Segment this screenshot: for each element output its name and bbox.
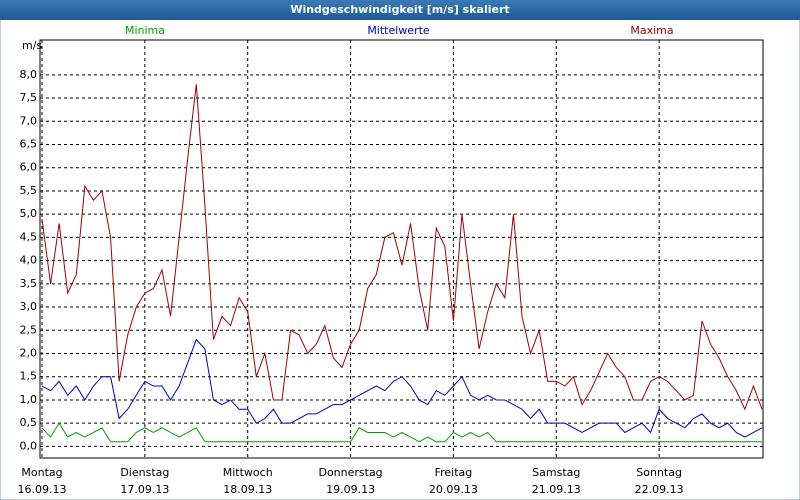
x-tick-label: Sonntag [636,466,682,479]
x-tick-label: Freitag [435,466,473,479]
x-tick-label: Dienstag [120,466,169,479]
legend-entry: Maxima [630,24,673,37]
legend-entry: Minima [125,24,165,37]
chart-title: Windgeschwindigkeit [m/s] skaliert [290,3,509,16]
series-line [41,84,763,411]
y-tick-label: 0,5 [20,416,38,429]
y-tick-label: 4,0 [20,254,38,267]
series-line [41,338,763,438]
x-tick-date: 19.09.13 [326,483,375,496]
y-tick-label: 6,0 [20,161,38,174]
y-tick-label: 7,5 [20,91,38,104]
y-tick-label: 1,0 [20,393,38,406]
y-tick-label: 6,5 [20,138,38,151]
y-tick-label: 2,0 [20,347,38,360]
y-tick-label: 1,5 [20,370,38,383]
x-tick-date: 18.09.13 [223,483,272,496]
x-tick-date: 20.09.13 [429,483,478,496]
x-tick-label: Mittwoch [223,466,273,479]
y-tick-label: 5,5 [20,184,38,197]
series-line [41,422,762,443]
y-tick-label: 0,0 [20,439,38,452]
x-tick-date: 21.09.13 [532,483,581,496]
title-bar [0,0,800,20]
x-tick-date: 22.09.13 [635,483,684,496]
x-tick-date: 16.09.13 [18,483,67,496]
y-tick-label: 8,0 [20,68,38,81]
y-axis-label: m/s [22,39,42,52]
y-tick-label: 4,5 [20,230,38,243]
x-tick-date: 17.09.13 [120,483,169,496]
x-tick-label: Donnerstag [318,466,382,479]
x-tick-label: Montag [21,466,62,479]
x-tick-label: Samstag [532,466,580,479]
y-tick-label: 3,0 [20,300,38,313]
legend-entry: Mittelwerte [367,24,430,37]
y-tick-label: 5,0 [20,207,38,220]
y-tick-label: 3,5 [20,277,38,290]
y-tick-label: 2,5 [20,323,38,336]
y-tick-label: 7,0 [20,114,38,127]
plot-frame [39,39,764,459]
